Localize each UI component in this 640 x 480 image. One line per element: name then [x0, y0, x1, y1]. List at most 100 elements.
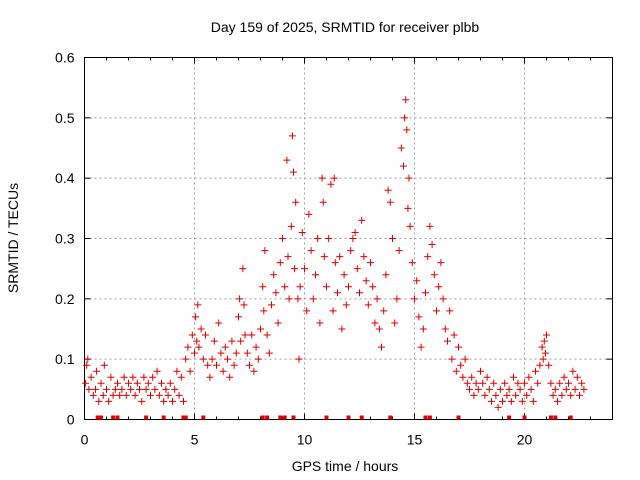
data-point: [305, 210, 313, 218]
data-point: [547, 379, 555, 387]
data-point: [538, 343, 546, 351]
data-point: [569, 367, 577, 375]
data-point: [446, 307, 454, 315]
data-point: [140, 373, 148, 381]
data-point: [472, 379, 480, 387]
data-point: [483, 373, 491, 381]
data-point: [194, 301, 202, 309]
data-point: [378, 343, 385, 351]
data-point: [295, 355, 303, 363]
data-point: [437, 259, 445, 267]
x-tick-label: 0: [81, 432, 89, 448]
y-axis-label: SRMTID / TECUs: [5, 183, 21, 293]
data-point: [562, 385, 570, 393]
gap-marker: [265, 415, 270, 420]
data-point: [120, 373, 128, 381]
data-point: [147, 391, 154, 399]
data-point: [492, 391, 500, 399]
data-point: [272, 289, 280, 297]
data-point: [318, 174, 326, 182]
data-point: [133, 379, 141, 387]
data-point: [507, 397, 515, 405]
data-point: [184, 343, 192, 351]
data-point: [397, 144, 405, 152]
data-point: [230, 361, 238, 369]
data-point: [294, 295, 302, 303]
data-point: [554, 397, 561, 405]
data-point: [518, 397, 526, 405]
data-point: [291, 265, 299, 273]
data-point: [345, 283, 352, 291]
data-point: [158, 379, 165, 387]
data-point: [556, 379, 564, 387]
data-point: [329, 307, 337, 315]
data-point: [197, 325, 205, 333]
data-point: [373, 295, 381, 303]
data-point: [523, 391, 531, 399]
data-point: [319, 198, 327, 206]
data-point: [224, 355, 231, 363]
data-point: [325, 235, 333, 242]
data-point: [180, 397, 187, 405]
data-point: [296, 283, 304, 291]
gap-marker: [507, 415, 512, 420]
data-point: [248, 331, 256, 339]
data-point: [298, 228, 306, 236]
data-point: [97, 379, 105, 387]
data-point: [516, 385, 524, 393]
gap-marker: [291, 415, 296, 420]
gap-marker: [278, 415, 283, 420]
gap-marker: [181, 415, 186, 420]
data-point: [208, 355, 216, 363]
data-point: [543, 331, 550, 339]
data-point: [408, 259, 416, 267]
data-point: [450, 331, 458, 339]
data-point: [501, 379, 509, 387]
data-point: [479, 379, 487, 387]
data-point: [406, 222, 414, 230]
data-point: [111, 385, 119, 393]
data-point: [360, 253, 368, 261]
data-point: [340, 271, 348, 279]
data-point: [195, 343, 203, 351]
data-point: [131, 391, 139, 399]
plot-frame: [84, 57, 613, 420]
data-point: [87, 373, 95, 381]
data-point: [525, 373, 533, 381]
data-point: [362, 277, 370, 285]
data-point: [395, 247, 403, 255]
data-point: [235, 313, 242, 321]
gap-marker: [359, 415, 364, 420]
x-tick-label: 15: [407, 432, 423, 448]
y-tick-label: 0.3: [55, 231, 75, 247]
gap-marker: [260, 415, 265, 420]
gap-marker: [95, 415, 100, 420]
data-point: [169, 397, 176, 405]
data-point: [309, 295, 317, 303]
data-point: [226, 373, 234, 381]
data-point: [455, 343, 462, 351]
data-point: [118, 385, 126, 393]
data-point: [270, 271, 278, 279]
data-point: [499, 397, 506, 405]
data-point: [232, 349, 240, 357]
data-point: [358, 216, 366, 224]
data-point: [470, 391, 478, 399]
data-point: [539, 355, 547, 363]
data-point: [151, 385, 159, 393]
data-point: [127, 385, 135, 393]
data-point: [217, 349, 225, 357]
data-point: [259, 283, 267, 291]
data-point: [338, 325, 346, 333]
data-point: [541, 349, 549, 357]
data-point: [239, 265, 247, 273]
data-point: [389, 235, 396, 242]
data-point: [415, 313, 423, 321]
data-point: [279, 235, 286, 242]
data-point: [136, 385, 143, 393]
data-point: [468, 373, 476, 381]
data-point: [316, 319, 324, 327]
data-point: [573, 373, 581, 381]
data-point: [215, 319, 223, 327]
